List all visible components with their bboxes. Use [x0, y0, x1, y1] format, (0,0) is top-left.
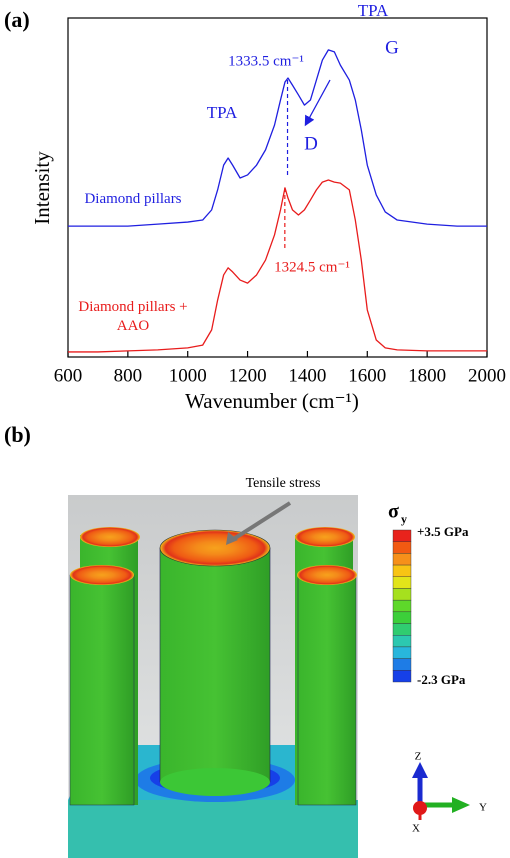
peak-label: 1333.5 cm⁻¹: [228, 53, 304, 69]
spectrum-line: [68, 49, 487, 227]
colorbar-swatch: [392, 588, 412, 601]
annotation: G: [385, 37, 399, 58]
colorbar-swatch: [392, 529, 412, 542]
axes-triad: [412, 762, 470, 820]
x-tick-label: 1800: [408, 365, 446, 386]
colorbar-max-label: +3.5 GPa: [417, 524, 469, 539]
colorbar-subscript: y: [401, 512, 407, 526]
annotation: D: [304, 133, 318, 154]
annotation: TPA: [207, 103, 238, 122]
spectrum-line: [68, 179, 487, 353]
series-label: Diamond pillars + AAO: [78, 299, 188, 334]
x-tick-label: 800: [114, 365, 143, 386]
x-tick-label: 1000: [169, 365, 207, 386]
annotation-arrow: [304, 79, 331, 127]
colorbar-swatch: [392, 635, 412, 648]
x-tick-label: 2000: [468, 365, 506, 386]
x-tick-label: 1200: [229, 365, 267, 386]
annotation: TPA: [358, 1, 389, 20]
panel-label: (b): [4, 422, 31, 447]
colorbar-swatch: [392, 576, 412, 589]
colorbar-swatch: [392, 670, 412, 683]
series-label: Diamond pillars: [84, 191, 182, 207]
colorbar-swatch: [392, 541, 412, 554]
panel-label: (a): [4, 7, 30, 32]
axis-name: Y: [479, 802, 487, 814]
x-tick-label: 1400: [288, 365, 326, 386]
colorbar-swatch: [392, 564, 412, 577]
axis-name: X: [412, 823, 420, 835]
colorbar-swatch: [392, 646, 412, 659]
peak-label: 1324.5 cm⁻¹: [274, 259, 350, 275]
colorbar-swatch: [392, 553, 412, 566]
callout-label: Tensile stress: [246, 476, 321, 491]
simulation-image: [68, 495, 358, 858]
colorbar-min-label: -2.3 GPa: [417, 672, 466, 687]
colorbar-swatch: [392, 658, 412, 671]
y-axis-label: Intensity: [30, 151, 54, 225]
plot-frame: [67, 17, 488, 358]
axis-name: Z: [415, 751, 422, 763]
colorbar-swatch: [392, 611, 412, 624]
x-tick-label: 1600: [348, 365, 386, 386]
x-axis-label: Wavenumber (cm⁻¹): [185, 389, 359, 413]
colorbar-swatch: [392, 599, 412, 613]
colorbar-swatch: [392, 623, 412, 636]
x-tick-label: 600: [54, 365, 83, 386]
colorbar-title: σ: [388, 501, 399, 523]
